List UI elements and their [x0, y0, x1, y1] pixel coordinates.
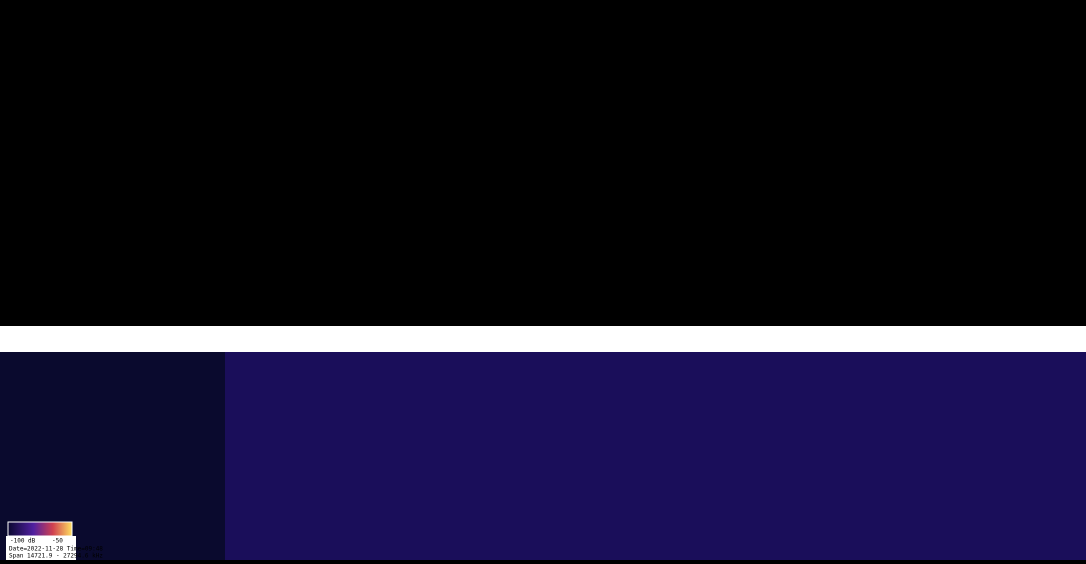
footer-text: Span 14721.9 - 27294.6 kHz: [9, 553, 103, 560]
colorbar-label: -50: [52, 538, 63, 545]
colorbar: [8, 522, 72, 536]
frequency-axis: [0, 326, 1086, 352]
footer-text: Date=2022-11-28 Time=09:48: [9, 546, 103, 553]
spectrum-analyzer: -100 dB -50 Date=2022-11-28 Time=09:48 S…: [0, 0, 1086, 560]
colorbar-label: -100 dB: [10, 538, 36, 545]
spectrum-panel: [0, 0, 1086, 326]
